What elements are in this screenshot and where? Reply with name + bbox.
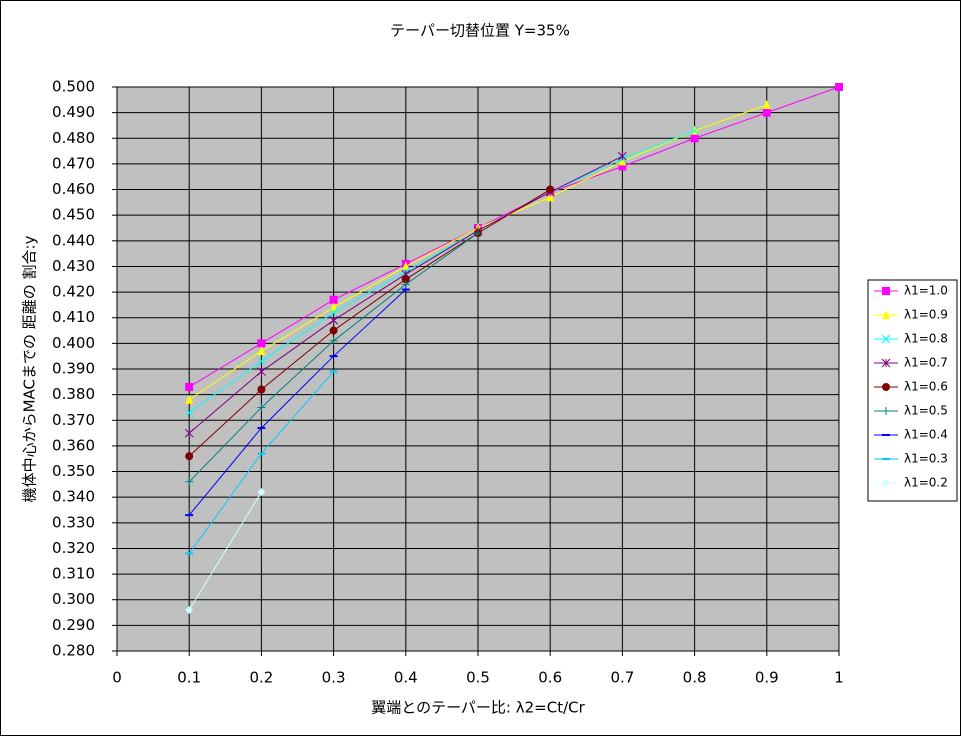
series-line (188, 130, 695, 413)
marker (835, 83, 843, 91)
y-tick-label: 0.440 (52, 231, 95, 249)
marker (329, 326, 338, 335)
y-tick-label: 0.360 (52, 436, 95, 454)
x-tick-label: 0.6 (538, 669, 562, 687)
marker (546, 192, 555, 202)
x-tick-label: 0.8 (683, 669, 707, 687)
x-tick-label: 0.5 (466, 669, 490, 687)
legend-label: λ1=0.9 (904, 308, 948, 322)
marker (882, 383, 890, 391)
marker (184, 428, 194, 438)
marker (329, 295, 338, 304)
y-tick-label: 0.320 (52, 539, 95, 557)
marker (329, 308, 338, 317)
marker (881, 358, 891, 368)
series-line (188, 491, 262, 611)
marker (185, 394, 194, 404)
chart-title: テーパー切替位置 Y=35% (390, 22, 570, 40)
marker (882, 407, 890, 415)
x-tick-label: 1 (834, 669, 844, 687)
legend-label: λ1=0.7 (904, 356, 948, 370)
legend-box (867, 279, 958, 502)
y-tick-label: 0.450 (52, 206, 95, 224)
marker (184, 408, 194, 417)
y-tick-label: 0.330 (52, 513, 95, 531)
y-tick-label: 0.410 (52, 308, 95, 326)
legend-label: λ1=0.4 (904, 428, 948, 442)
x-tick-label: 0.7 (610, 669, 634, 687)
marker (762, 99, 771, 109)
marker (690, 134, 699, 143)
y-tick-label: 0.340 (52, 488, 95, 506)
x-tick-label: 0.3 (322, 669, 346, 687)
x-tick-label: 0 (112, 669, 122, 687)
x-tick-label: 0.2 (249, 669, 273, 687)
y-tick-label: 0.420 (52, 283, 95, 301)
marker (882, 479, 890, 487)
marker (257, 356, 266, 366)
y-tick-label: 0.480 (52, 129, 95, 147)
y-tick-label: 0.280 (52, 642, 95, 660)
marker (185, 452, 194, 461)
series-line (188, 86, 840, 388)
y-tick-label: 0.310 (52, 565, 95, 583)
marker (401, 280, 410, 289)
y-tick-label: 0.390 (52, 360, 95, 378)
marker (257, 403, 266, 412)
marker (257, 367, 266, 376)
marker (618, 162, 627, 171)
marker (329, 302, 338, 312)
marker (401, 275, 410, 284)
marker (474, 229, 482, 238)
y-axis-title: 機体中心からMACまでの 距離の 割合:y (21, 235, 39, 502)
marker (690, 126, 699, 135)
series-line (188, 289, 407, 516)
legend-label: λ1=1.0 (904, 284, 948, 298)
marker (329, 336, 338, 345)
marker (401, 261, 410, 271)
y-tick-label: 0.350 (52, 462, 95, 480)
y-tick-label: 0.470 (52, 154, 95, 172)
y-tick-label: 0.430 (52, 257, 95, 275)
x-tick-label: 0.1 (177, 669, 201, 687)
legend-label: λ1=0.5 (904, 404, 948, 418)
marker (257, 339, 266, 348)
marker (329, 315, 338, 325)
legend-label: λ1=0.3 (904, 452, 948, 466)
marker (185, 605, 194, 614)
marker (882, 310, 890, 319)
marker (185, 382, 194, 391)
marker (882, 287, 890, 295)
y-tick-label: 0.500 (52, 78, 95, 96)
marker (881, 334, 891, 344)
series-line (188, 189, 551, 457)
marker (185, 477, 194, 486)
marker (762, 108, 771, 117)
y-tick-label: 0.490 (52, 103, 95, 121)
y-tick-label: 0.400 (52, 334, 95, 352)
marker (618, 156, 627, 166)
legend-label: λ1=0.6 (904, 380, 948, 394)
y-tick-label: 0.380 (52, 385, 95, 403)
marker (257, 346, 266, 356)
legend-label: λ1=0.8 (904, 332, 948, 346)
marker (546, 185, 555, 194)
x-axis-title: 翼端とのテーパー比: λ2=Ct/Cr (371, 699, 585, 717)
marker (257, 385, 266, 394)
marker (618, 151, 627, 161)
legend-label: λ1=0.2 (904, 476, 948, 490)
x-tick-label: 0.9 (755, 669, 779, 687)
y-tick-label: 0.370 (52, 411, 95, 429)
y-tick-label: 0.300 (52, 590, 95, 608)
y-tick-label: 0.460 (52, 180, 95, 198)
y-tick-label: 0.290 (52, 616, 95, 634)
marker (257, 488, 266, 497)
x-tick-label: 0.4 (394, 669, 418, 687)
